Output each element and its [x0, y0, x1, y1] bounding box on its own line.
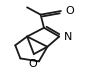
- Text: O: O: [66, 6, 74, 16]
- Text: N: N: [64, 32, 72, 42]
- Text: O: O: [29, 59, 37, 69]
